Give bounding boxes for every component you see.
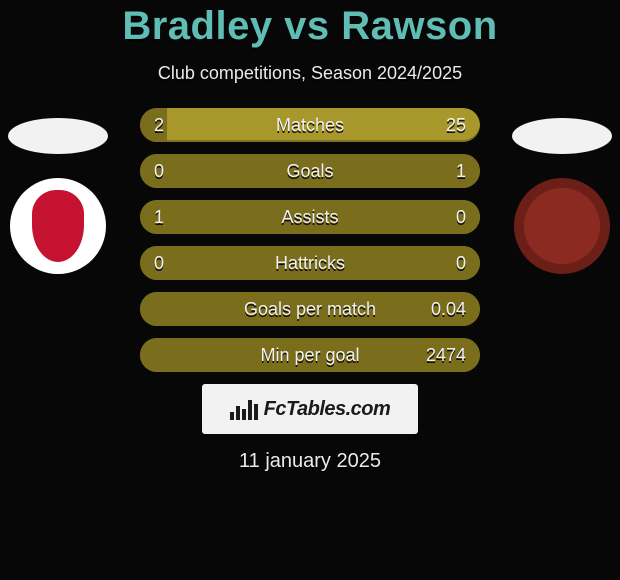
stat-row-fill [140, 108, 167, 142]
stat-row: 2Matches25 [140, 108, 480, 142]
player-right-photo-placeholder [512, 118, 612, 154]
bar-chart-icon [230, 398, 258, 420]
stat-row: 1Assists0 [140, 200, 480, 234]
stat-row-fill [140, 338, 480, 372]
player-left-photo-placeholder [8, 118, 108, 154]
page-title: Bradley vs Rawson [0, 4, 620, 49]
player-left-column [8, 118, 108, 274]
club-badge-right [514, 178, 610, 274]
stat-row: 0Hattricks0 [140, 246, 480, 280]
brand-label: FcTables.com [264, 398, 391, 421]
comparison-card: Bradley vs Rawson Club competitions, Sea… [0, 0, 620, 473]
brand-plate[interactable]: FcTables.com [202, 384, 418, 434]
stat-value-right: 25 [446, 108, 466, 142]
stat-row: Goals per match0.04 [140, 292, 480, 326]
player-right-column [512, 118, 612, 274]
stat-row: 0Goals1 [140, 154, 480, 188]
stat-row-fill [140, 292, 480, 326]
stat-label: Matches [140, 108, 480, 142]
snapshot-date: 11 january 2025 [0, 450, 620, 473]
stat-row-fill [140, 200, 480, 234]
stat-row-fill [140, 246, 480, 280]
liverpool-crest-icon [32, 190, 84, 262]
club-badge-left [10, 178, 106, 274]
stat-row-fill [140, 154, 480, 188]
page-subtitle: Club competitions, Season 2024/2025 [0, 63, 620, 84]
stat-row: Min per goal2474 [140, 338, 480, 372]
stat-rows: 2Matches25 0Goals1 1Assists0 0Hattricks0 Goa… [140, 108, 480, 372]
